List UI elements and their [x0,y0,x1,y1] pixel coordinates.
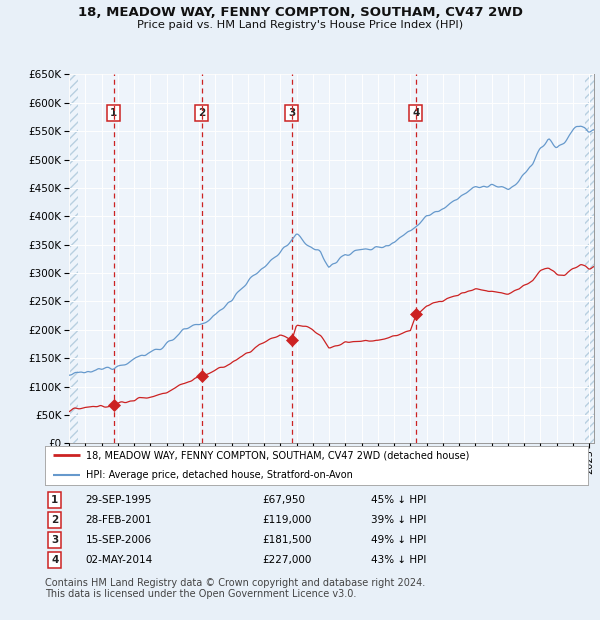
Text: 29-SEP-1995: 29-SEP-1995 [86,495,152,505]
Text: HPI: Average price, detached house, Stratford-on-Avon: HPI: Average price, detached house, Stra… [86,470,353,480]
Text: 1: 1 [110,108,118,118]
Text: 49% ↓ HPI: 49% ↓ HPI [371,535,426,545]
Text: 3: 3 [288,108,295,118]
Text: 3: 3 [51,535,58,545]
Bar [585,74,594,443]
Text: 43% ↓ HPI: 43% ↓ HPI [371,555,426,565]
Text: £119,000: £119,000 [262,515,311,525]
Text: 4: 4 [412,108,419,118]
Text: 18, MEADOW WAY, FENNY COMPTON, SOUTHAM, CV47 2WD: 18, MEADOW WAY, FENNY COMPTON, SOUTHAM, … [77,6,523,19]
Text: £227,000: £227,000 [262,555,311,565]
Text: £181,500: £181,500 [262,535,312,545]
Text: 2: 2 [198,108,205,118]
Text: Contains HM Land Registry data © Crown copyright and database right 2024.
This d: Contains HM Land Registry data © Crown c… [45,578,425,600]
Text: 15-SEP-2006: 15-SEP-2006 [86,535,152,545]
Text: 02-MAY-2014: 02-MAY-2014 [86,555,153,565]
Text: 28-FEB-2001: 28-FEB-2001 [86,515,152,525]
Text: Price paid vs. HM Land Registry's House Price Index (HPI): Price paid vs. HM Land Registry's House … [137,20,463,30]
Text: 45% ↓ HPI: 45% ↓ HPI [371,495,426,505]
Text: 2: 2 [51,515,58,525]
Text: 18, MEADOW WAY, FENNY COMPTON, SOUTHAM, CV47 2WD (detached house): 18, MEADOW WAY, FENNY COMPTON, SOUTHAM, … [86,450,469,460]
Text: 39% ↓ HPI: 39% ↓ HPI [371,515,426,525]
Bar [69,74,78,443]
Text: 4: 4 [51,555,58,565]
Text: £67,950: £67,950 [262,495,305,505]
Text: 1: 1 [51,495,58,505]
